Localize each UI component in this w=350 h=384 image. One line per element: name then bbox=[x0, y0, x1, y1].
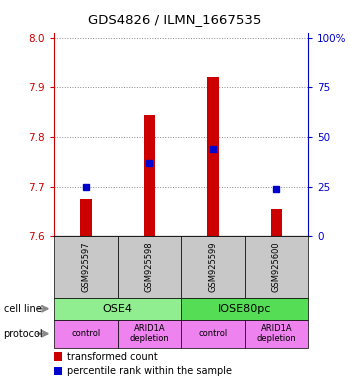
Text: OSE4: OSE4 bbox=[103, 304, 133, 314]
Text: GSM925597: GSM925597 bbox=[82, 242, 90, 292]
Text: control: control bbox=[71, 329, 100, 338]
Text: control: control bbox=[198, 329, 228, 338]
Text: percentile rank within the sample: percentile rank within the sample bbox=[67, 366, 232, 376]
Text: ARID1A
depletion: ARID1A depletion bbox=[130, 324, 169, 343]
Text: transformed count: transformed count bbox=[67, 352, 158, 362]
Bar bbox=[271, 209, 282, 236]
Text: GDS4826 / ILMN_1667535: GDS4826 / ILMN_1667535 bbox=[88, 13, 262, 26]
Text: cell line: cell line bbox=[4, 304, 41, 314]
Text: ARID1A
depletion: ARID1A depletion bbox=[257, 324, 296, 343]
Text: protocol: protocol bbox=[4, 329, 43, 339]
Text: GSM925598: GSM925598 bbox=[145, 242, 154, 292]
Bar bbox=[80, 199, 92, 236]
Text: IOSE80pc: IOSE80pc bbox=[218, 304, 271, 314]
Text: GSM925600: GSM925600 bbox=[272, 242, 281, 292]
Bar bbox=[144, 114, 155, 236]
Bar bbox=[207, 77, 218, 236]
Text: GSM925599: GSM925599 bbox=[208, 242, 217, 292]
